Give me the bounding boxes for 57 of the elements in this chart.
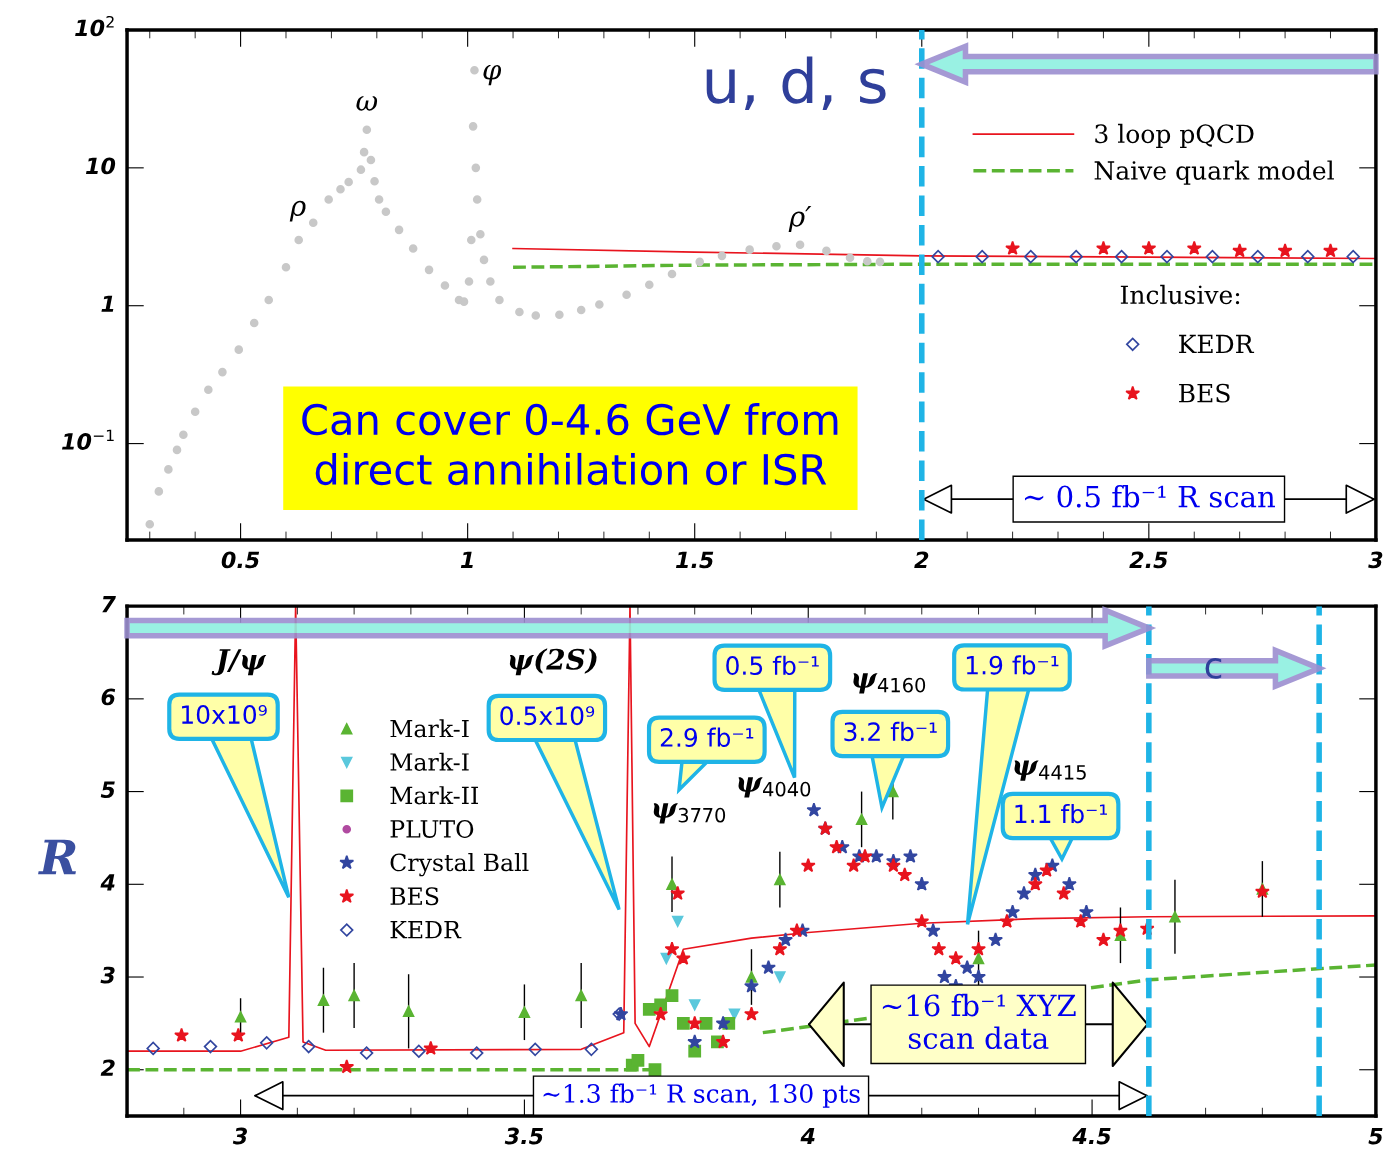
y-tick-label: 5 <box>100 781 115 799</box>
x-tick-label: 1 <box>460 551 473 568</box>
annotation: ψ$_{4040}$ <box>738 777 811 798</box>
y-tick-label: 10$^{2}$ <box>75 15 114 37</box>
annotation: ψ$_{4160}$ <box>853 673 926 694</box>
y-tick-label: 1 <box>101 295 114 312</box>
annotation: ρ <box>289 200 306 222</box>
x-tick-label: 4 <box>800 1127 815 1145</box>
y-tick-label: 4 <box>100 874 115 891</box>
annotation: c <box>1205 658 1222 679</box>
y-tick-label: 6 <box>101 688 116 706</box>
y-tick-label: 3 <box>100 966 115 984</box>
annotation: Can cover 0-4.6 GeV from direct annihilation or ISR <box>302 403 838 486</box>
legend-label: Naive quark model <box>1094 160 1334 185</box>
annotation: ψ(2S) <box>509 648 597 676</box>
x-tick-label: 3.5 <box>504 1127 543 1145</box>
x-tick-label: 2.5 <box>1129 551 1168 569</box>
annotation: 10x10⁹ <box>182 705 267 725</box>
y-tick-label: 10$^{−1}$ <box>62 429 114 450</box>
x-tick-label: 2 <box>914 551 929 568</box>
annotation: J/ψ <box>211 649 267 676</box>
legend-label: BES <box>1179 383 1230 403</box>
annotation: ~1.3 fb⁻¹ R scan, 130 pts <box>543 1083 860 1108</box>
annotation: ψ$_{4415}$ <box>1014 760 1086 781</box>
x-tick-label: 1.5 <box>675 551 714 569</box>
x-tick-label: 5 <box>1368 1127 1383 1145</box>
annotation: 3.2 fb⁻¹ <box>844 721 937 742</box>
x-tick-label: 0.5 <box>221 551 260 569</box>
annotation: 1.1 fb⁻¹ <box>1015 803 1107 824</box>
legend-title: Inclusive: <box>1120 284 1240 305</box>
y-axis-title: R <box>38 839 76 875</box>
annotation: φ <box>483 64 502 86</box>
legend-label: Mark-I <box>390 719 469 738</box>
annotation: 2.9 fb⁻¹ <box>660 727 754 747</box>
legend-label: PLUTO <box>390 820 474 838</box>
annotation: 0.5x10⁹ <box>500 706 595 726</box>
legend-label: 3 loop pQCD <box>1095 123 1254 149</box>
y-tick-label: 2 <box>100 1059 115 1076</box>
y-tick-label: 7 <box>102 596 116 613</box>
legend-label: Mark-I <box>390 752 469 771</box>
legend-label: Crystal Ball <box>390 853 529 877</box>
annotation: ~16 fb⁻¹ XYZ scan data <box>882 993 1076 1050</box>
annotation: 0.5 fb⁻¹ <box>726 655 819 676</box>
legend-label: KEDR <box>390 921 462 939</box>
legend-label: KEDR <box>1179 334 1255 354</box>
annotation: ρ′ <box>788 206 812 233</box>
annotation: ψ$_{3770}$ <box>653 803 726 824</box>
legend-label: BES <box>390 887 439 906</box>
x-tick-label: 3 <box>1368 551 1383 569</box>
annotation: ~ 0.5 fb⁻¹ R scan <box>1024 485 1275 508</box>
annotation: 1.9 fb⁻¹ <box>966 655 1059 675</box>
legend-label: Mark-II <box>390 786 479 805</box>
x-tick-label: 3 <box>232 1127 248 1145</box>
x-tick-label: 4.5 <box>1072 1127 1111 1145</box>
annotation: u, d, s <box>706 56 886 111</box>
annotation: ω <box>356 96 378 111</box>
y-tick-label: 10 <box>85 157 116 175</box>
